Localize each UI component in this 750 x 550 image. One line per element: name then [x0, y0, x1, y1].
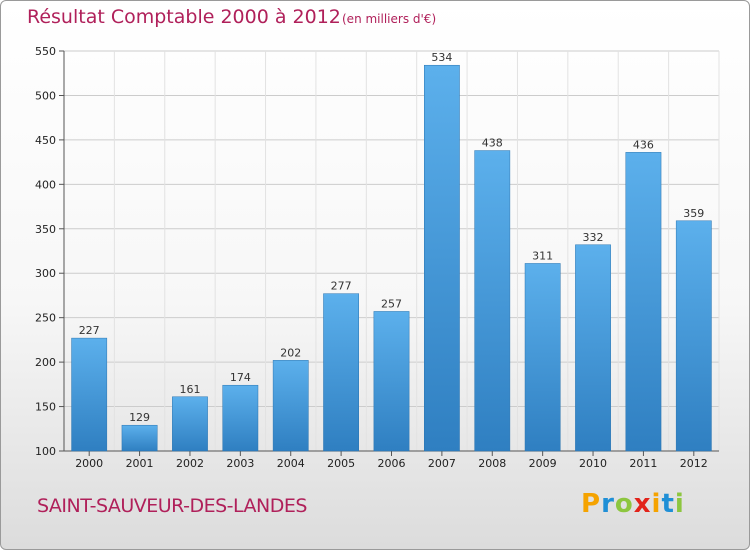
y-tick-label: 450 [35, 134, 56, 147]
bar-2012 [675, 220, 712, 452]
y-tick-label: 150 [35, 401, 56, 414]
x-tick-label-2009: 2009 [529, 457, 557, 470]
data-label-2009: 311 [532, 249, 553, 262]
data-label-2001: 129 [129, 411, 150, 424]
data-label-2002: 161 [179, 383, 200, 396]
logo-letter: o [614, 489, 634, 519]
bar-2003 [222, 384, 259, 452]
logo-letter: t [661, 489, 675, 519]
y-tick-label: 200 [35, 356, 56, 369]
x-tick-label-2012: 2012 [680, 457, 708, 470]
x-tick-label-2008: 2008 [478, 457, 506, 470]
y-tick-label: 550 [35, 45, 56, 58]
logo-letter: i [674, 489, 685, 519]
chart-title: Résultat Comptable 2000 à 2012 [27, 6, 341, 28]
bar-2000 [71, 337, 108, 452]
logo-letter: i [651, 489, 662, 519]
data-label-2006: 257 [381, 297, 402, 310]
proxiti-logo: Proxiti [581, 489, 685, 519]
x-tick-label-2007: 2007 [428, 457, 456, 470]
bar-2011 [625, 152, 662, 452]
bar-2005 [323, 293, 360, 452]
logo-letter: x [633, 489, 652, 519]
x-tick-label-2004: 2004 [277, 457, 305, 470]
x-tick-label-2000: 2000 [75, 457, 103, 470]
bar-2007 [424, 64, 460, 452]
y-tick-label: 500 [35, 89, 56, 102]
data-label-2000: 227 [79, 324, 100, 337]
x-tick-label-2002: 2002 [176, 457, 204, 470]
chart-subtitle: (en milliers d'€) [342, 12, 437, 26]
bar-2001 [121, 424, 158, 452]
y-tick-label: 250 [35, 312, 56, 325]
data-label-2005: 277 [331, 280, 352, 293]
bar-2002 [172, 396, 208, 452]
data-label-2008: 438 [482, 137, 503, 150]
data-label-2007: 534 [431, 51, 452, 64]
x-tick-label-2005: 2005 [327, 457, 355, 470]
data-label-2010: 332 [583, 231, 604, 244]
y-tick-label: 350 [35, 223, 56, 236]
y-tick-label: 300 [35, 267, 56, 280]
x-tick-label-2006: 2006 [378, 457, 406, 470]
logo-letter: r [601, 489, 615, 519]
logo-letter: P [581, 489, 602, 519]
x-tick-label-2003: 2003 [226, 457, 254, 470]
data-label-2012: 359 [683, 207, 704, 220]
x-tick-label-2001: 2001 [126, 457, 154, 470]
y-tick-label: 400 [35, 178, 56, 191]
data-label-2011: 436 [633, 138, 654, 151]
x-tick-label-2010: 2010 [579, 457, 607, 470]
location-name: SAINT-SAUVEUR-DES-LANDES [37, 495, 307, 517]
bar-2004 [272, 360, 309, 452]
y-tick-label: 100 [35, 445, 56, 458]
data-label-2003: 174 [230, 371, 251, 384]
bar-2008 [474, 150, 511, 452]
bar-2009 [524, 263, 561, 452]
data-label-2004: 202 [280, 346, 301, 359]
x-tick-label-2011: 2011 [629, 457, 657, 470]
bar-2010 [575, 244, 611, 452]
bar-2006 [373, 311, 410, 452]
